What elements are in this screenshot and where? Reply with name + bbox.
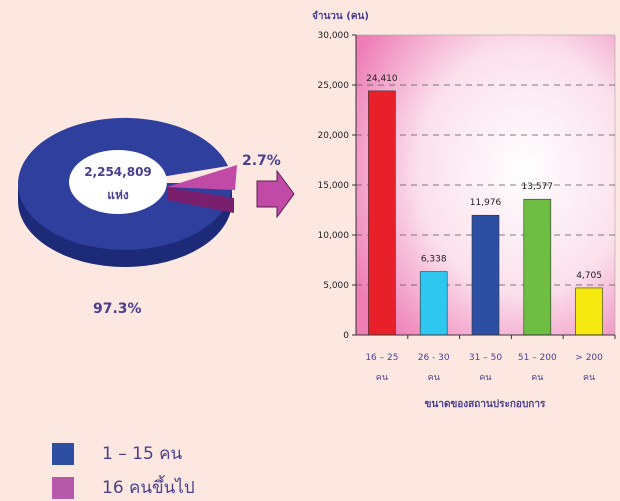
bar-value-label: 24,410	[366, 74, 398, 84]
x-tick-label: 16 – 25	[365, 353, 398, 363]
y-tick-label: 30,000	[318, 31, 350, 41]
bar	[419, 271, 448, 336]
pie-3d-depth	[18, 183, 232, 267]
legend-label: 1 – 15 คน	[102, 444, 183, 464]
pie-center-value: 2,254,809	[84, 165, 152, 179]
bars	[368, 90, 603, 336]
bar	[368, 90, 396, 336]
bar-value-label: 4,705	[576, 271, 602, 281]
data-labels: 24,410 6,338 11,976 13,577 4,705	[366, 74, 602, 281]
x-tick-label: 31 – 50	[469, 353, 502, 363]
pie-label-large: 97.3%	[93, 301, 142, 317]
y-axis-title: จำนวน (คน)	[312, 10, 369, 22]
pie-center-unit: แห่ง	[107, 188, 129, 202]
bar-value-label: 6,338	[421, 255, 447, 265]
right-arrow-icon	[256, 169, 295, 219]
x-tick-label-unit: คน	[376, 373, 388, 383]
y-tick-label: 5,000	[323, 281, 349, 291]
y-tick-label: 20,000	[318, 131, 350, 141]
x-tick-label-unit: คน	[531, 373, 543, 383]
bar	[575, 287, 603, 336]
x-axis-title: ขนาดของสถานประกอบการ	[425, 398, 546, 410]
legend-swatch	[52, 442, 74, 465]
pie-center-disc	[69, 150, 167, 214]
legend-item-small: 1 – 15 คน	[52, 440, 182, 467]
x-tick-label: 26 - 30	[418, 353, 450, 363]
y-tick-label: 0	[343, 331, 349, 341]
y-tick-label: 25,000	[318, 81, 350, 91]
bar-value-label: 11,976	[470, 198, 502, 208]
x-tick-label: > 200	[575, 353, 603, 363]
pie-label-small: 2.7%	[242, 153, 281, 169]
pie-slice-exploded	[167, 165, 237, 213]
x-tick-label-unit: คน	[479, 373, 491, 383]
x-tick-label-unit: คน	[428, 373, 440, 383]
bar-value-label: 13,577	[522, 182, 554, 192]
y-tick-label: 15,000	[318, 181, 350, 191]
bar	[523, 198, 552, 336]
legend-label: 16 คนขึ้นไป	[102, 478, 195, 498]
y-tick-label: 10,000	[318, 231, 350, 241]
y-tick-labels: 0 5,000 10,000 15,000 20,000 25,000 30,000	[318, 31, 356, 341]
legend-swatch	[52, 476, 74, 499]
x-tick-label: 51 – 200	[518, 353, 557, 363]
x-tick-labels: 16 – 25 คน 26 - 30 คน 31 – 50 คน 51 – 200 คน > 2…	[365, 335, 616, 383]
legend-item-large: 16 คนขึ้นไป	[52, 474, 195, 501]
x-tick-label-unit: คน	[583, 373, 595, 383]
bar	[471, 214, 500, 336]
